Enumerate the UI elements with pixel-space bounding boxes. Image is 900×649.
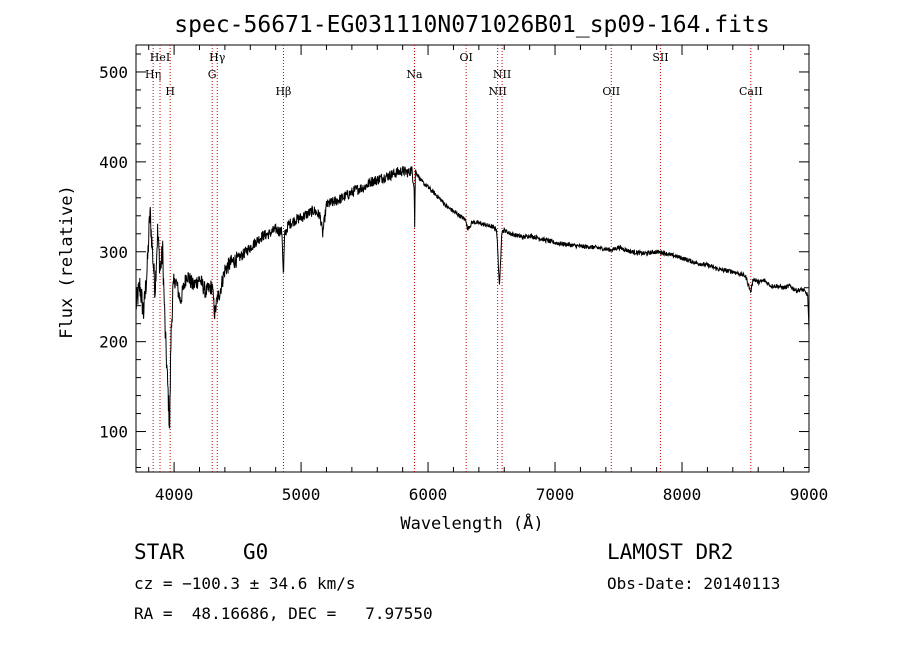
x-tick-label: 8000: [663, 485, 702, 504]
redshift-cz: cz = −100.3 ± 34.6 km/s: [134, 574, 356, 593]
spectral-line-label: Hγ: [209, 51, 226, 64]
spectral-line-label: Na: [406, 68, 423, 81]
x-tick-label: 4000: [155, 485, 194, 504]
x-tick-label: 9000: [790, 485, 829, 504]
x-tick-label: 5000: [282, 485, 321, 504]
spectral-line-label: NII: [488, 85, 506, 98]
spectral-line-label: G: [208, 68, 217, 81]
spectral-line-label: NII: [493, 68, 511, 81]
y-tick-label: 400: [99, 153, 128, 172]
chart-title: spec-56671-EG031110N071026B01_sp09-164.f…: [174, 12, 769, 38]
ra-dec-coordinates: RA = 48.16686, DEC = 7.97550: [134, 604, 433, 623]
spectral-line-label: Hβ: [275, 85, 291, 98]
spectral-line-markers: Hη HeI H G Hγ Hβ Na OI NII NII OII SII CaII: [145, 45, 763, 472]
y-axis-label: Flux (relative): [57, 185, 77, 339]
spectral-line-label: Hη: [145, 68, 161, 81]
spectral-line-label: SII: [652, 51, 668, 64]
spectral-line-label: H: [165, 85, 175, 98]
spectrum-line: [135, 166, 810, 429]
x-axis-label: Wavelength (Å): [400, 512, 543, 534]
observation-date: Obs-Date: 20140113: [607, 574, 781, 593]
y-tick-label: 500: [99, 63, 128, 82]
spectral-line-label: OI: [459, 51, 472, 64]
y-tick-label: 300: [99, 243, 128, 262]
plot-frame: [135, 44, 810, 473]
spectral-line-label: CaII: [739, 85, 763, 98]
y-tick-label: 200: [99, 333, 128, 352]
star-class-label: STAR: [134, 540, 185, 564]
axis-ticks: 4000 5000 6000 7000 8000 9000 100 200 300 400 500: [99, 45, 828, 504]
y-tick-label: 100: [99, 423, 128, 442]
star-subclass: G0: [243, 540, 269, 564]
survey-name: LAMOST DR2: [607, 540, 734, 564]
x-tick-label: 7000: [536, 485, 575, 504]
spectral-line-label: HeI: [150, 51, 170, 64]
x-tick-label: 6000: [409, 485, 448, 504]
spectral-line-label: OII: [602, 85, 620, 98]
